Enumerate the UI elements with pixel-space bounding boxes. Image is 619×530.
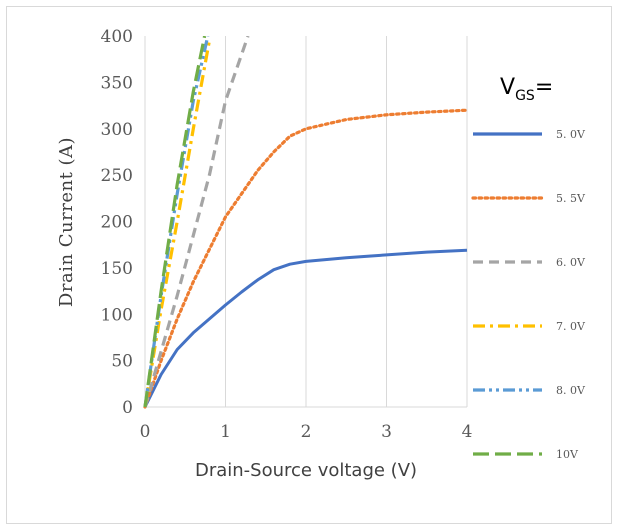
series-line-5-0V [143, 248, 468, 408]
legend-label: 5. 0V [556, 128, 586, 141]
y-tick-label: 250 [101, 166, 133, 186]
x-tick-label: 4 [462, 422, 473, 442]
y-tick-label: 400 [101, 27, 133, 47]
y-tick-label: 0 [122, 398, 133, 418]
y-axis-label: Drain Current (A) [56, 137, 77, 307]
y-tick-label: 200 [101, 213, 133, 233]
series-line-10V [143, 36, 207, 408]
legend-label: 10V [556, 448, 579, 461]
x-tick-label: 0 [140, 422, 151, 442]
chart-frame [6, 6, 612, 524]
series-line-5-5V [143, 108, 469, 409]
series-layer [143, 36, 469, 409]
x-tick-label: 3 [381, 422, 392, 442]
series-line-6-0V [143, 36, 250, 408]
x-tick-label: 2 [301, 422, 312, 442]
legend-label: 7. 0V [556, 320, 586, 333]
legend-label: 5. 5V [556, 192, 586, 205]
legend-title: VGS= [500, 75, 553, 104]
tick-labels: 0 1 2 3 4 0 50 100 150 200 250 300 350 400 [101, 27, 473, 442]
y-tick-label: 100 [101, 305, 133, 325]
legend-label: 6. 0V [556, 256, 586, 269]
y-tick-label: 50 [111, 352, 133, 372]
y-tick-label: 150 [101, 259, 133, 279]
y-tick-label: 350 [101, 73, 133, 93]
y-tick-label: 300 [101, 120, 133, 140]
x-axis-label: Drain-Source voltage (V) [195, 460, 417, 481]
legend: 5. 0V 5. 5V 6. 0V 7. 0V 8. 0V 10V [471, 128, 586, 461]
series-line-8-0V [143, 36, 210, 408]
x-tick-label: 1 [220, 422, 231, 442]
grid [144, 36, 468, 408]
legend-label: 8. 0V [556, 384, 586, 397]
